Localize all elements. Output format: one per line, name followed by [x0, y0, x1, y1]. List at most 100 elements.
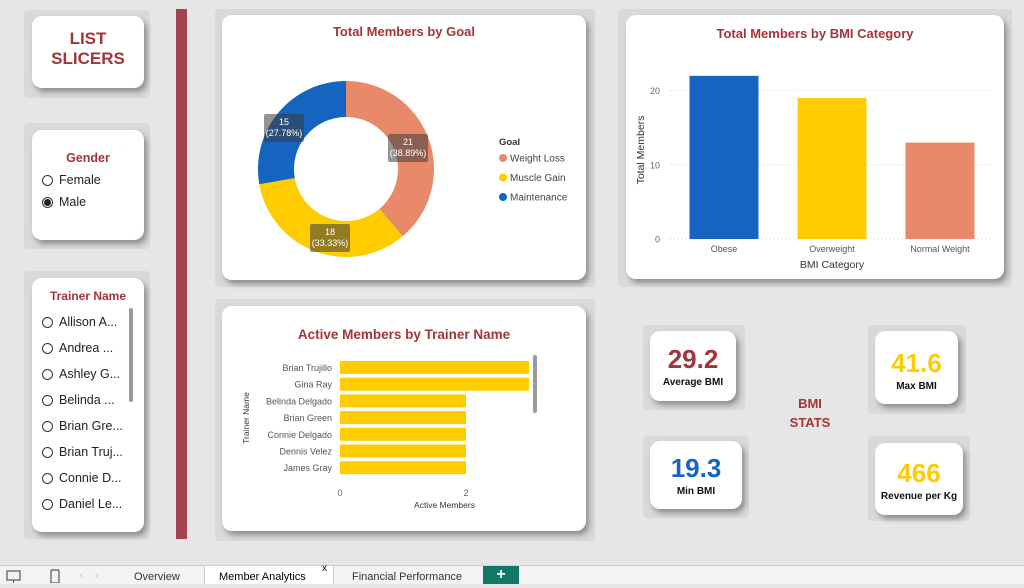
bar-normal-weight[interactable] [905, 142, 975, 239]
y-tick-label: Belinda Delgado [266, 396, 332, 406]
trainer-bar[interactable] [340, 427, 466, 441]
trainer-bar[interactable] [340, 377, 529, 391]
kpi-revenue-per-kg: 466 Revenue per Kg [875, 443, 963, 515]
legend-marker [499, 193, 507, 201]
trainer-chart-card: Active Members by Trainer Name Brian Tru… [222, 306, 586, 531]
y-tick-label: Gina Ray [294, 380, 332, 390]
bar-obese[interactable] [689, 75, 759, 239]
trainer-bar[interactable] [340, 361, 529, 374]
trainer-option[interactable]: Connie D... [42, 465, 144, 491]
goal-chart-card: Total Members by Goal 21 (38.89%) 18 (33.33… [222, 15, 586, 280]
y-tick-label: Brian Green [283, 413, 332, 423]
y-tick-label: 10 [650, 160, 660, 170]
bmi-chart-card: Total Members by BMI Category 0 10 20 Obese… [626, 15, 1004, 279]
gender-slicer: Gender Female Male [32, 130, 144, 240]
bmi-category-bar-chart: 0 10 20 Obese Overweight Normal Weight BMI Cat… [635, 75, 994, 271]
slicers-label: LIST SLICERS [51, 29, 125, 68]
prev-page-icon[interactable]: ‹ [80, 570, 84, 581]
trainer-option-label: Brian Gre... [59, 419, 123, 433]
x-tick-label: Obese [711, 244, 738, 254]
bmi-stats-label: BMI STATS [789, 396, 831, 430]
x-axis-title: BMI Category [800, 259, 865, 271]
legend-marker [499, 173, 507, 182]
legend-item[interactable]: Weight Loss [510, 154, 565, 165]
trainer-chart-scrollbar[interactable] [533, 355, 537, 413]
legend-title: Goal [499, 137, 520, 148]
radio-icon [42, 174, 53, 186]
data-label-bg [310, 224, 350, 252]
trainer-slicer-scrollbar[interactable] [129, 308, 133, 402]
average-bmi-label: Average BMI [662, 377, 724, 388]
kpi-average-bmi: 29.2 Average BMI [650, 331, 736, 401]
trainer-option[interactable]: Belinda ... [42, 387, 144, 413]
trainer-option[interactable]: Ashley G... [42, 361, 144, 387]
donut-slice-weight-loss[interactable] [346, 81, 434, 237]
trainer-option[interactable]: Daniel Le... [42, 491, 144, 517]
x-tick-label: 2 [463, 488, 468, 498]
kpi-min-bmi: 19.3 Min BMI [650, 441, 742, 509]
page-tab-bar: ‹ › Overview Member Analytics x Financia… [0, 563, 1024, 584]
trainer-bar-chart: Brian Trujillo Gina Ray Belinda Delgado Bri… [241, 355, 537, 510]
trainer-option-label: Belinda ... [59, 393, 115, 407]
y-tick-label: Brian Trujillo [282, 363, 332, 373]
kpi-max-bmi: 41.6 Max BMI [875, 331, 958, 404]
radio-icon [42, 446, 53, 458]
radio-icon [42, 316, 53, 328]
data-label-value: 15 [279, 117, 289, 127]
trainer-option-label: Andrea ... [59, 341, 114, 355]
trainer-slicer: Trainer Name Allison A... Andrea ... Ashle… [32, 278, 144, 532]
add-page-button[interactable]: + [483, 566, 519, 584]
trainer-slicer-title: Trainer Name [49, 289, 127, 303]
data-label-pct: (38.89%) [390, 148, 427, 158]
max-bmi-value: 41.6 [891, 348, 942, 378]
trainer-option[interactable]: Allison A... [42, 309, 144, 335]
bar-overweight[interactable] [797, 98, 867, 239]
radio-icon [42, 472, 53, 484]
x-tick-label: Normal Weight [910, 244, 970, 254]
tab-overview[interactable]: Overview [134, 571, 180, 583]
x-axis-title: Active Members [414, 500, 475, 510]
tab-financial-performance[interactable]: Financial Performance [352, 571, 463, 583]
desktop-view-icon[interactable] [6, 570, 22, 584]
trainer-option[interactable]: Andrea ... [42, 335, 144, 361]
max-bmi-label: Max BMI [896, 381, 937, 392]
legend-item[interactable]: Muscle Gain [510, 173, 566, 184]
radio-selected-icon [42, 196, 53, 208]
radio-icon [42, 368, 53, 380]
y-tick-label: James Gray [283, 463, 332, 473]
revenue-per-kg-label: Revenue per Kg [880, 491, 958, 502]
trainer-option-label: Daniel Le... [59, 497, 123, 511]
vertical-divider [176, 9, 187, 539]
mobile-view-icon[interactable] [49, 569, 61, 583]
average-bmi-value: 29.2 [667, 344, 719, 374]
data-label-bg [264, 114, 304, 142]
next-page-icon[interactable]: › [95, 570, 99, 581]
y-tick-label: 20 [650, 86, 660, 96]
tab-member-analytics[interactable]: Member Analytics x [204, 563, 334, 584]
trainer-bar[interactable] [340, 444, 466, 458]
trainer-option-label: Allison A... [59, 315, 118, 329]
gender-option-female[interactable]: Female [42, 169, 144, 191]
trainer-option-label: Ashley G... [59, 367, 121, 381]
trainer-option-label: Connie D... [59, 471, 122, 485]
close-tab-icon[interactable]: x [322, 563, 327, 574]
donut-slice-muscle-gain[interactable] [259, 178, 403, 257]
slicers-label-card: LIST SLICERS [32, 16, 144, 88]
y-tick-label: Dennis Velez [279, 447, 332, 457]
trainer-option[interactable]: Brian Gre... [42, 413, 144, 439]
trainer-chart-title: Active Members by Trainer Name [297, 327, 511, 342]
trainer-option[interactable]: Brian Truj... [42, 439, 144, 465]
min-bmi-value: 19.3 [670, 453, 722, 483]
legend-marker [499, 154, 507, 162]
min-bmi-label: Min BMI [676, 486, 716, 497]
trainer-bar[interactable] [340, 411, 466, 425]
trainer-bar[interactable] [340, 394, 466, 408]
data-label-pct: (27.78%) [266, 128, 303, 138]
y-tick-label: 0 [655, 235, 660, 245]
gender-option-male[interactable]: Male [42, 191, 144, 213]
trainer-option-label: Brian Truj... [59, 445, 123, 459]
radio-icon [42, 394, 53, 406]
trainer-bar[interactable] [340, 461, 466, 475]
legend-item[interactable]: Maintenance [510, 193, 568, 204]
gender-slicer-title: Gender [66, 151, 110, 165]
